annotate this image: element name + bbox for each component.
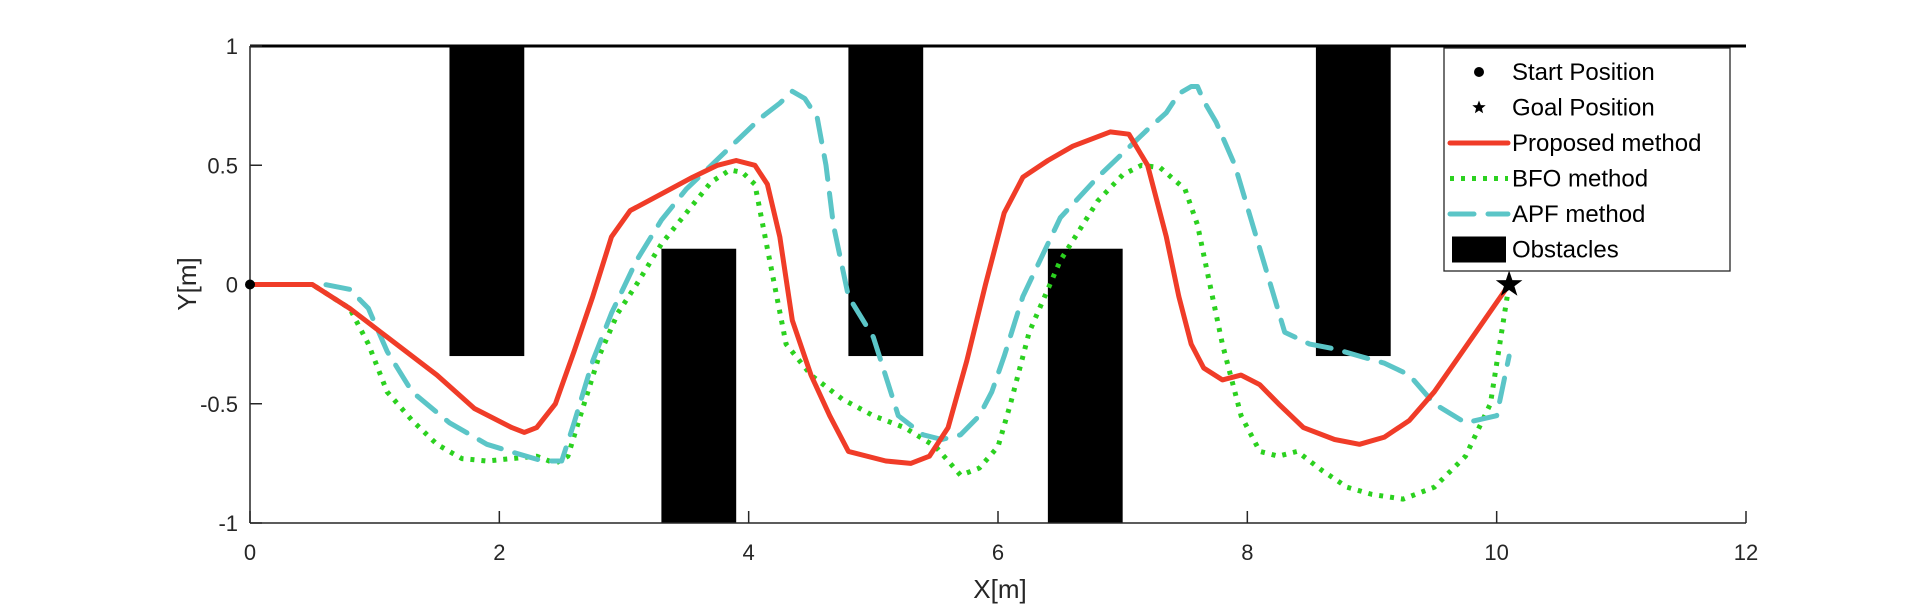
obstacles-layer bbox=[449, 46, 1391, 523]
series-line-bfo-method bbox=[250, 162, 1512, 502]
legend-box bbox=[1443, 47, 1731, 272]
legend-marker-obstacles bbox=[1452, 236, 1506, 263]
obstacle-2 bbox=[661, 248, 737, 523]
obstacle-4 bbox=[1047, 248, 1123, 523]
x-tick-label: 8 bbox=[1241, 540, 1253, 565]
x-tick-label: 2 bbox=[493, 540, 505, 565]
legend-label-goal-position: Goal Position bbox=[1512, 95, 1655, 122]
legend-label-apf-method: APF method bbox=[1512, 201, 1645, 228]
legend-marker-start-position bbox=[1474, 67, 1484, 77]
x-tick-label: 10 bbox=[1484, 540, 1508, 565]
y-tick-label: -0.5 bbox=[200, 392, 238, 417]
obstacle-5 bbox=[1315, 46, 1391, 357]
legend-label-bfo-method: BFO method bbox=[1512, 166, 1648, 193]
series-layer bbox=[247, 84, 1512, 502]
x-tick-label: 6 bbox=[992, 540, 1004, 565]
legend-marker-goal-position bbox=[1472, 100, 1486, 114]
x-axis-label: X[m] bbox=[973, 574, 1026, 604]
y-tick-label: 0 bbox=[226, 273, 238, 298]
legend-label-obstacles: Obstacles bbox=[1512, 237, 1619, 264]
start-position-marker bbox=[245, 279, 255, 290]
series-line-apf-method bbox=[247, 84, 1512, 464]
y-tick-label: 1 bbox=[226, 34, 238, 59]
goal-position-marker bbox=[1495, 270, 1523, 296]
y-tick-label: 0.5 bbox=[207, 153, 238, 178]
obstacle-1 bbox=[449, 46, 525, 357]
markers-layer bbox=[245, 270, 1523, 296]
legend: Start Position Goal Position Proposed meth… bbox=[1443, 47, 1731, 272]
axes: 0 2 4 6 8 10 12 -1 -0.5 0 0.5 1 bbox=[200, 34, 1758, 565]
series-line-proposed-method bbox=[247, 129, 1512, 466]
x-tick-label: 4 bbox=[743, 540, 755, 565]
obstacle-3 bbox=[848, 46, 924, 357]
legend-label-start-position: Start Position bbox=[1512, 59, 1655, 86]
x-tick-label: 0 bbox=[244, 540, 256, 565]
legend-label-proposed-method: Proposed method bbox=[1512, 130, 1701, 157]
y-tick-label: -1 bbox=[218, 511, 238, 536]
x-tick-label: 12 bbox=[1734, 540, 1758, 565]
y-axis-label: Y[m] bbox=[172, 257, 202, 310]
